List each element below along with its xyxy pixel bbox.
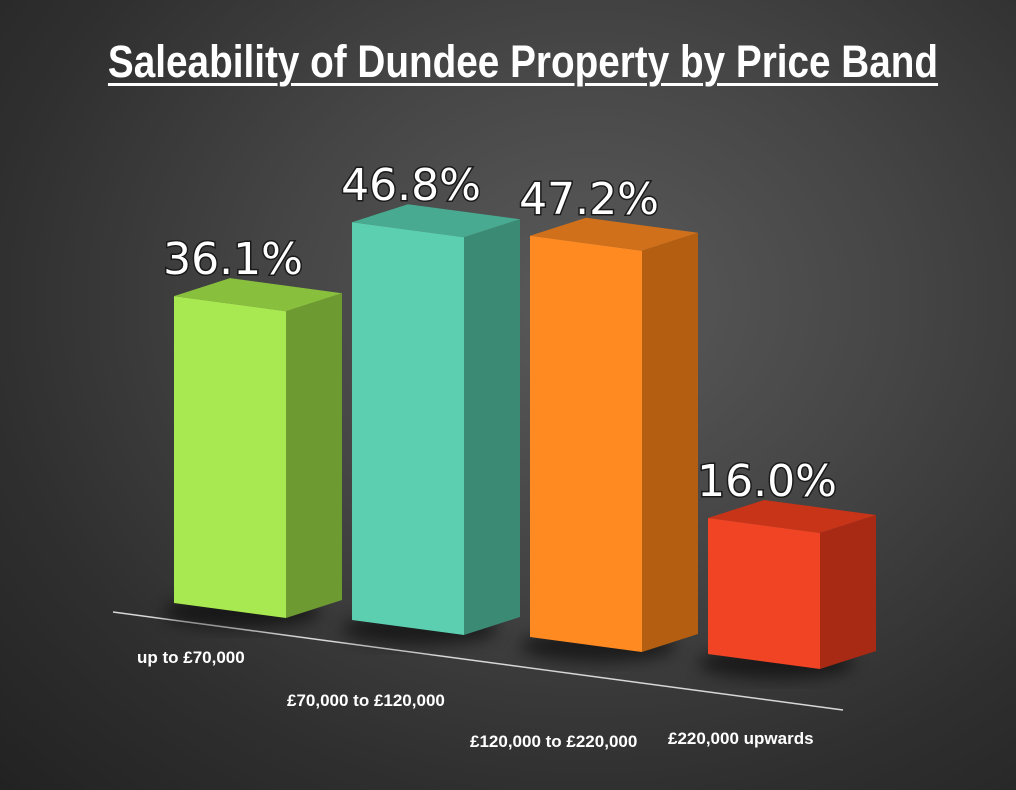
data-label: 36.1% bbox=[163, 234, 303, 285]
category-label: £220,000 upwards bbox=[668, 729, 814, 748]
data-label: 47.2% bbox=[519, 174, 659, 225]
bar-side bbox=[286, 293, 342, 618]
bar bbox=[708, 500, 876, 669]
bar-side bbox=[642, 232, 698, 653]
bar-front bbox=[352, 222, 464, 635]
bar-front bbox=[708, 518, 820, 669]
bar bbox=[352, 204, 520, 635]
category-label: up to £70,000 bbox=[137, 648, 245, 667]
data-label: 46.8% bbox=[341, 160, 481, 211]
bar-top bbox=[530, 217, 698, 251]
bar-front bbox=[530, 235, 642, 653]
bar-side bbox=[820, 515, 876, 669]
bar bbox=[174, 278, 342, 618]
bar-top bbox=[708, 500, 876, 533]
bar-side bbox=[464, 219, 520, 635]
data-label: 16.0% bbox=[697, 456, 837, 507]
bar-front bbox=[174, 296, 286, 618]
bar-top bbox=[174, 278, 342, 312]
category-label: £120,000 to £220,000 bbox=[470, 732, 637, 751]
bar-top bbox=[352, 204, 520, 238]
chart-title: Saleability of Dundee Property by Price … bbox=[107, 36, 939, 87]
category-label: £70,000 to £120,000 bbox=[287, 691, 445, 710]
x-axis-baseline bbox=[112, 611, 844, 711]
bar bbox=[530, 217, 698, 653]
